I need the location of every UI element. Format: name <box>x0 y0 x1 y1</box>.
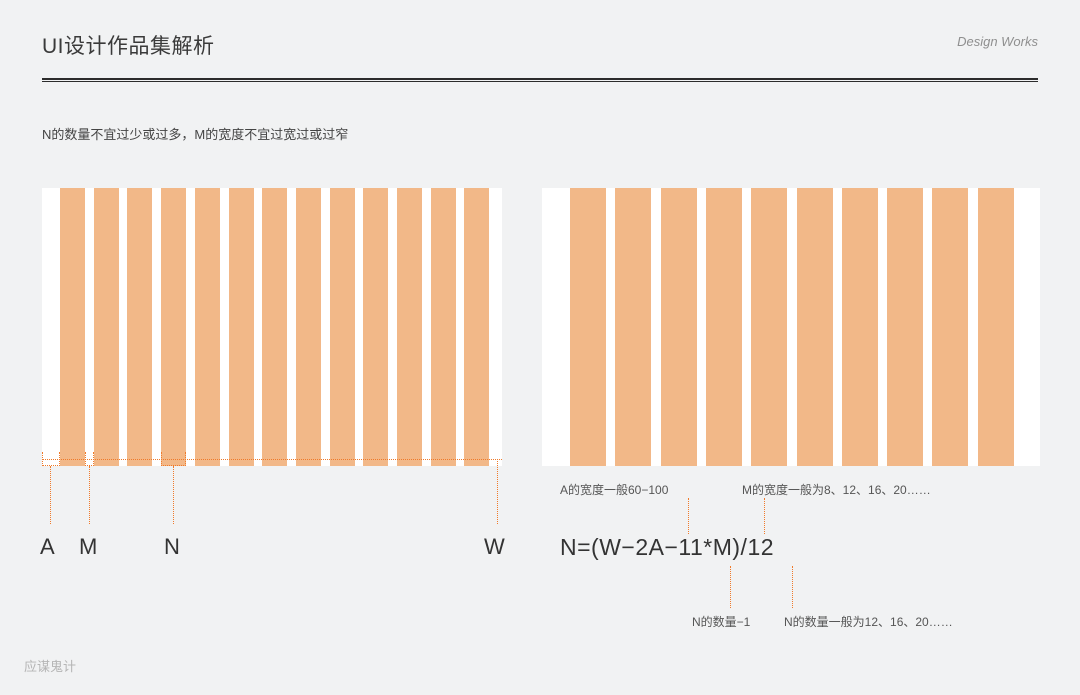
note-n-count-minus1: N的数量−1 <box>692 613 750 630</box>
m-leader <box>89 466 90 524</box>
grid-column <box>661 188 697 466</box>
grid-column <box>570 188 606 466</box>
grid-column <box>431 188 456 466</box>
description-text: N的数量不宜过少或过多，M的宽度不宜过宽过或过窄 <box>42 124 1080 143</box>
grid-column <box>330 188 355 466</box>
grid-column <box>978 188 1014 466</box>
grid-column <box>161 188 186 466</box>
note-m-width: M的宽度一般为8、12、16、20…… <box>742 481 931 498</box>
grid-column <box>363 188 388 466</box>
grid-column <box>262 188 287 466</box>
label-n: N <box>164 534 180 560</box>
grid-column <box>615 188 651 466</box>
n-leader <box>173 466 174 524</box>
grid-column <box>195 188 220 466</box>
grid-column <box>751 188 787 466</box>
formula-text: N=(W−2A−11*M)/12 <box>560 534 774 561</box>
grid-column <box>127 188 152 466</box>
grid-column <box>797 188 833 466</box>
left-grid-panel <box>42 188 502 466</box>
a-leader <box>50 466 51 524</box>
grid-column <box>229 188 254 466</box>
grid-column <box>887 188 923 466</box>
leader-br <box>792 566 793 608</box>
left-dash-baseline <box>42 459 502 460</box>
leader-tl <box>688 498 689 534</box>
diagrams-area: A M N W A的宽度一般60−100 M的宽度一般为8、12、16、20……… <box>42 188 1038 695</box>
header-rule <box>42 78 1038 82</box>
n-bracket <box>161 452 186 466</box>
note-a-width: A的宽度一般60−100 <box>560 481 668 498</box>
grid-column <box>706 188 742 466</box>
label-a: A <box>40 534 55 560</box>
grid-column <box>296 188 321 466</box>
grid-column <box>94 188 119 466</box>
m-bracket <box>85 452 94 466</box>
leader-bl <box>730 566 731 608</box>
grid-column <box>842 188 878 466</box>
page-subtitle: Design Works <box>957 34 1038 49</box>
grid-column <box>932 188 968 466</box>
grid-column <box>60 188 85 466</box>
a-bracket <box>42 452 60 466</box>
page-title: UI设计作品集解析 <box>42 30 1038 60</box>
grid-column <box>397 188 422 466</box>
label-m: M <box>79 534 97 560</box>
note-n-count: N的数量一般为12、16、20…… <box>784 613 953 630</box>
w-leader <box>497 459 498 524</box>
footer-brand: 应谋鬼计 <box>24 656 76 675</box>
right-grid-panel <box>542 188 1040 466</box>
leader-tr <box>764 498 765 534</box>
grid-column <box>464 188 489 466</box>
label-w: W <box>484 534 505 560</box>
